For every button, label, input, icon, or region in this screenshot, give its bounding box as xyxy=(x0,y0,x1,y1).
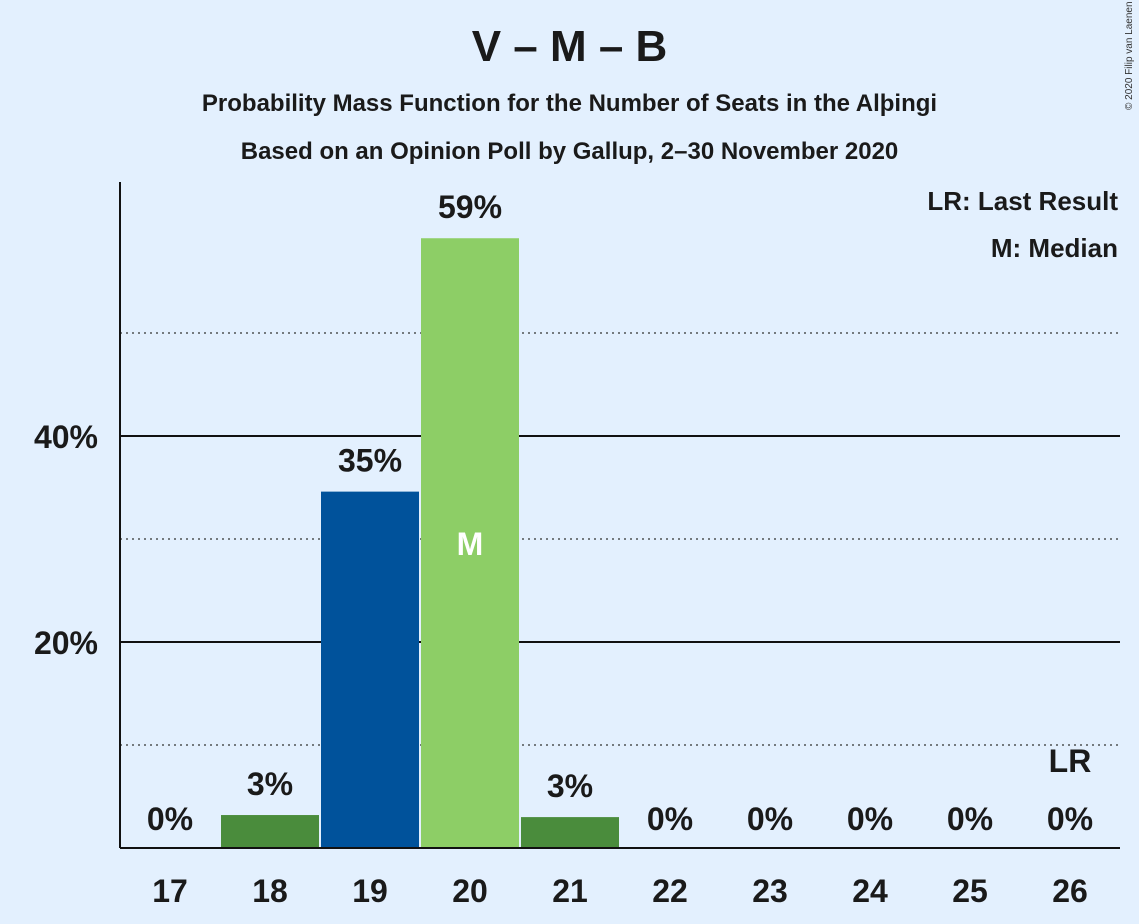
x-tick-label: 24 xyxy=(852,873,888,909)
bar xyxy=(521,817,619,848)
x-tick-label: 20 xyxy=(452,873,488,909)
x-tick-label: 25 xyxy=(952,873,988,909)
bar-value-label: 3% xyxy=(247,766,293,802)
bar-value-label: 0% xyxy=(947,801,993,837)
x-tick-label: 17 xyxy=(152,873,188,909)
median-marker: M xyxy=(457,526,484,562)
legend-entry: LR: Last Result xyxy=(927,186,1118,216)
last-result-marker: LR xyxy=(1049,743,1092,779)
y-tick-label: 40% xyxy=(34,419,98,455)
bar-value-label: 59% xyxy=(438,189,502,225)
bar-value-label: 0% xyxy=(647,801,693,837)
x-tick-label: 23 xyxy=(752,873,788,909)
bar-value-label: 35% xyxy=(338,443,402,479)
x-tick-label: 22 xyxy=(652,873,688,909)
x-tick-label: 26 xyxy=(1052,873,1088,909)
x-tick-label: 18 xyxy=(252,873,288,909)
x-tick-label: 21 xyxy=(552,873,588,909)
bar-value-label: 0% xyxy=(747,801,793,837)
chart-title: V – M – B xyxy=(471,22,668,71)
bar-value-label: 0% xyxy=(1047,801,1093,837)
chart-subtitle-2: Based on an Opinion Poll by Gallup, 2–30… xyxy=(240,138,899,165)
bar xyxy=(221,815,319,848)
bar-value-label: 0% xyxy=(147,801,193,837)
bar xyxy=(321,491,419,848)
legend-entry: M: Median xyxy=(991,233,1118,263)
x-tick-label: 19 xyxy=(352,873,388,909)
y-tick-label: 20% xyxy=(34,625,98,661)
bar-value-label: 0% xyxy=(847,801,893,837)
bar-value-label: 3% xyxy=(547,768,593,804)
bar xyxy=(421,238,519,849)
chart-subtitle-1: Probability Mass Function for the Number… xyxy=(201,90,938,117)
